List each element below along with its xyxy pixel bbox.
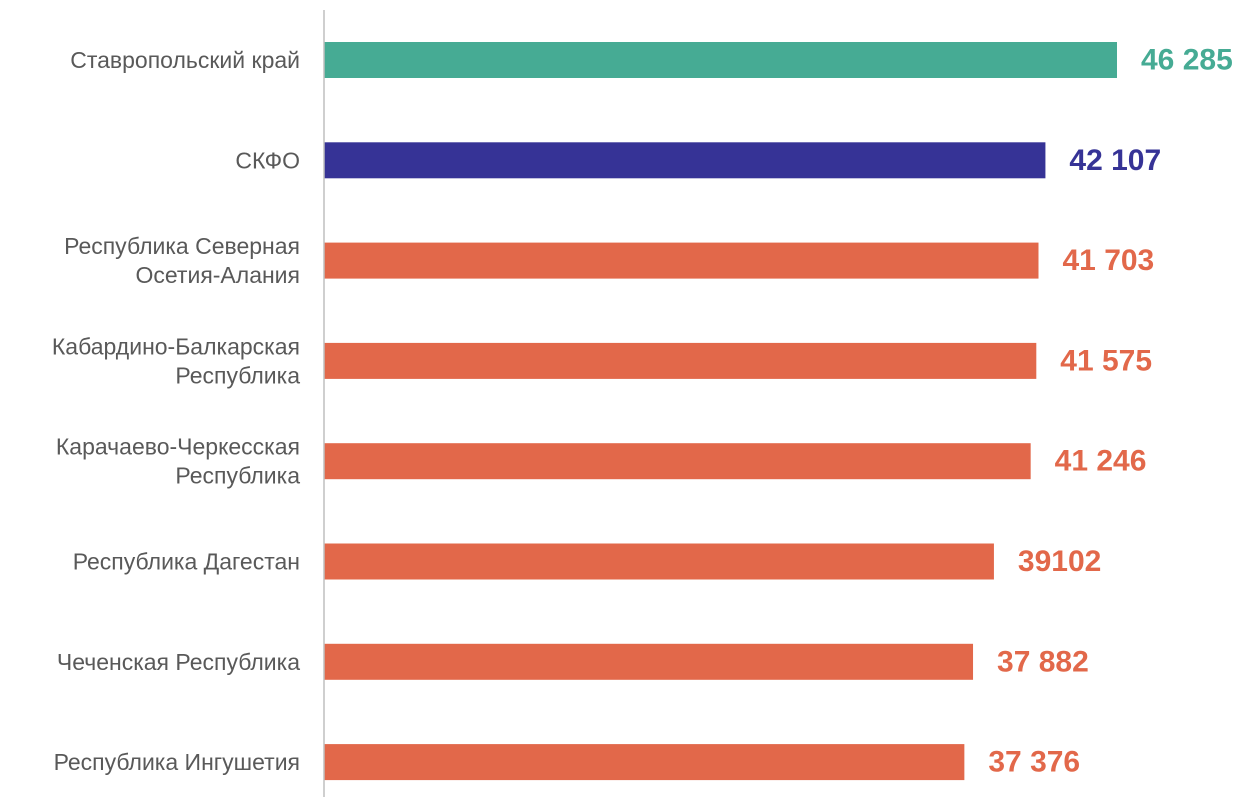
value-label: 37 376 [988,746,1080,779]
value-label: 42 107 [1069,144,1161,177]
category-label-line: Республика Дагестан [73,549,300,575]
bar [324,744,965,781]
bar [324,643,974,680]
category-label-line: Республика Северная [64,233,300,259]
category-label-line: Ставропольский край [70,47,300,73]
value-label: 41 703 [1062,244,1154,277]
bar [324,42,1117,78]
category-label: Ставропольский край [70,47,300,73]
category-label-line: СКФО [235,147,300,173]
category-label-line: Республика Ингушетия [54,749,300,775]
category-label: Кабардино-Балкарская Республика [52,333,300,388]
category-label: Республика Дагестан [73,549,300,575]
bar [324,443,1031,480]
category-label-line: Республика [175,463,300,489]
value-label: 41 575 [1060,344,1152,377]
category-label: Республика Ингушетия [54,749,300,775]
bar [324,342,1037,379]
bar [324,142,1046,179]
category-label-line: Чеченская Республика [57,649,300,675]
category-label-line: Республика [175,362,300,388]
value-labels-group: 46 285 42 107 41 703 41 575 41 246 39102 37 88… [988,44,1232,779]
value-label: 37 882 [997,645,1089,678]
value-label: 46 285 [1141,44,1233,77]
category-label: Карачаево-Черкесская Республика [56,434,300,489]
bar [324,543,994,580]
category-label: Республика Северная Осетия-Алания [64,233,300,288]
bars-group [324,42,1117,781]
value-label: 41 246 [1055,445,1147,478]
category-label: Чеченская Республика [57,649,300,675]
value-label: 39102 [1018,545,1101,578]
category-label-line: Кабардино-Балкарская [52,333,300,359]
category-labels-group: Ставропольский край СКФО Республика Северн… [52,47,300,775]
category-label-line: Карачаево-Черкесская [56,434,300,460]
bar [324,242,1039,279]
category-label-line: Осетия-Алания [136,262,300,288]
category-label: СКФО [235,147,300,173]
